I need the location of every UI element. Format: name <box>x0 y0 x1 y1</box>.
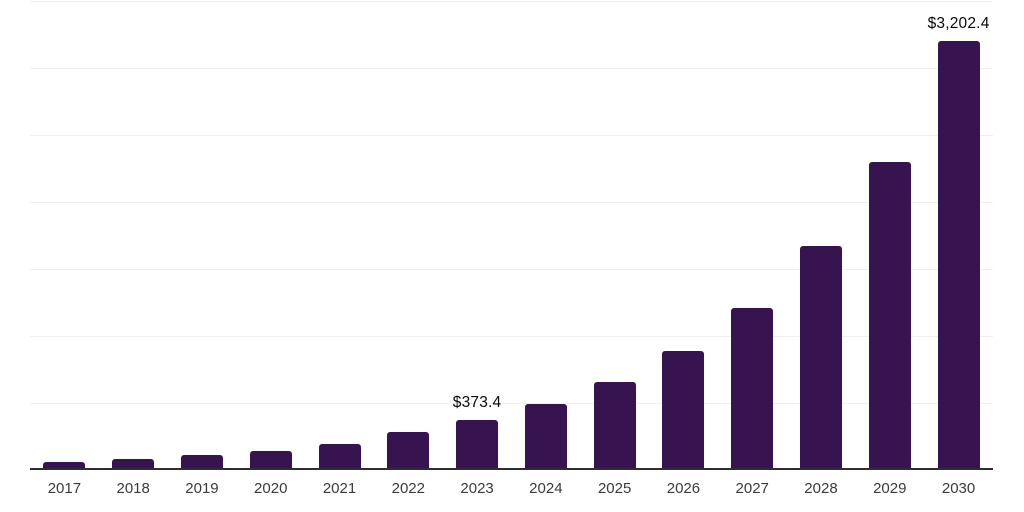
bar-slot-2019 <box>168 0 237 470</box>
bar-2030 <box>937 40 980 470</box>
plot-area: $373.4 $3,202.4 <box>30 0 993 470</box>
bar-slot-2025 <box>580 0 649 470</box>
bar-slot-2026 <box>649 0 718 470</box>
x-axis-line <box>30 468 993 470</box>
bar-2018 <box>112 459 155 470</box>
bar-2022 <box>387 432 430 470</box>
bar-2019 <box>180 454 223 470</box>
x-tick-2029: 2029 <box>873 480 907 497</box>
bar-2017 <box>43 462 86 470</box>
bar-slot-2022 <box>374 0 443 470</box>
bar-2024 <box>524 403 567 470</box>
bar-slot-2028 <box>787 0 856 470</box>
gridline-2000 <box>30 202 993 203</box>
bar-2029 <box>868 161 911 470</box>
bar-slot-2020 <box>236 0 305 470</box>
bar-2023 <box>456 419 499 470</box>
bar-slot-2018 <box>99 0 168 470</box>
bar-2026 <box>662 350 705 470</box>
x-tick-2018: 2018 <box>116 480 150 497</box>
bar-2028 <box>799 246 842 470</box>
bar-2021 <box>318 444 361 470</box>
gridline-2500 <box>30 135 993 136</box>
bar-2020 <box>249 450 292 470</box>
x-tick-2023: 2023 <box>460 480 494 497</box>
bar-slot-2027 <box>718 0 787 470</box>
bar-slot-2021 <box>305 0 374 470</box>
x-tick-2028: 2028 <box>804 480 838 497</box>
bar-slot-2017 <box>30 0 99 470</box>
bar-slot-2029 <box>855 0 924 470</box>
x-tick-2027: 2027 <box>735 480 769 497</box>
x-tick-2024: 2024 <box>529 480 563 497</box>
x-tick-2026: 2026 <box>666 480 701 497</box>
gridline-3000 <box>30 68 993 69</box>
x-tick-2020: 2020 <box>254 480 288 497</box>
gridline-1500 <box>30 269 993 270</box>
x-axis-tick-labels: 2017 2018 2019 2020 2021 2022 2023 2024 2025 2026… <box>30 480 993 497</box>
bar-slot-2024 <box>511 0 580 470</box>
gridline-3500 <box>30 1 993 2</box>
bars-container: $373.4 $3,202.4 <box>30 0 993 470</box>
gridline-1000 <box>30 336 993 337</box>
x-tick-2021: 2021 <box>322 480 357 497</box>
bar-slot-2030: $3,202.4 <box>924 0 993 470</box>
x-tick-2022: 2022 <box>391 480 425 497</box>
x-tick-2019: 2019 <box>185 480 219 497</box>
bar-2025 <box>593 382 636 470</box>
gridline-500 <box>30 403 993 404</box>
x-tick-2017: 2017 <box>47 480 82 497</box>
x-tick-2030: 2030 <box>941 480 976 497</box>
bar-2027 <box>731 307 774 470</box>
bar-value-label-2023: $373.4 <box>452 393 502 411</box>
bar-slot-2023: $373.4 <box>443 0 512 470</box>
x-tick-2025: 2025 <box>597 480 632 497</box>
bar-value-label-2030: $3,202.4 <box>927 14 990 32</box>
